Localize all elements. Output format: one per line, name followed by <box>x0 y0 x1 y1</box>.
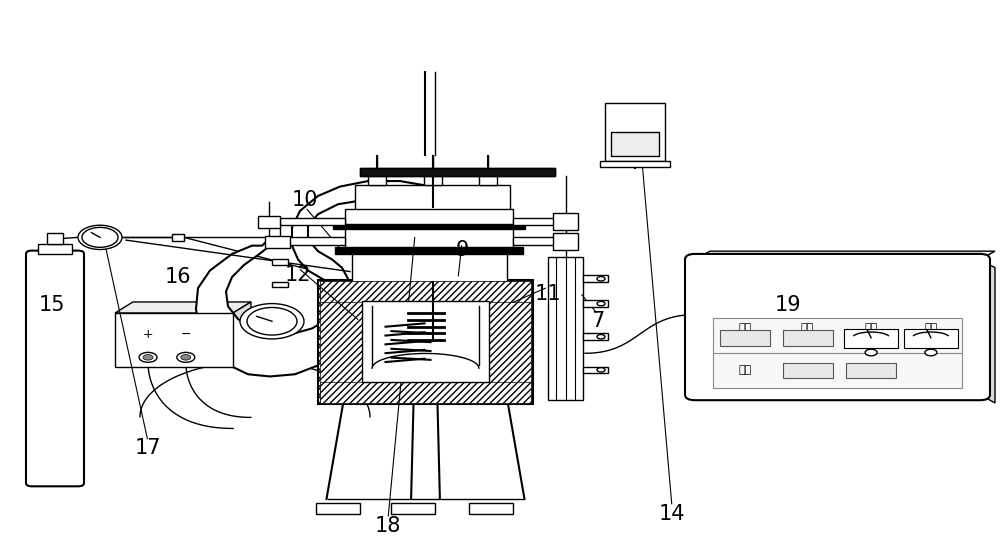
Bar <box>352 253 507 282</box>
Circle shape <box>247 307 297 335</box>
Bar <box>360 168 555 176</box>
Text: 10: 10 <box>292 190 318 210</box>
Bar <box>345 209 513 248</box>
Circle shape <box>143 354 153 360</box>
Bar <box>280 217 345 225</box>
Bar <box>115 313 233 367</box>
Text: 14: 14 <box>659 505 685 524</box>
Bar <box>360 168 555 176</box>
Bar <box>783 331 833 346</box>
Bar <box>548 257 583 400</box>
Bar <box>335 247 523 254</box>
Bar <box>38 244 72 254</box>
FancyBboxPatch shape <box>685 254 990 400</box>
Circle shape <box>78 225 122 250</box>
Text: 19: 19 <box>775 295 801 315</box>
Bar <box>333 224 525 229</box>
Text: 11: 11 <box>535 284 561 304</box>
Text: 16: 16 <box>165 267 191 287</box>
Bar <box>469 503 513 514</box>
Circle shape <box>597 277 605 281</box>
Bar <box>783 363 833 378</box>
Text: 9: 9 <box>455 240 469 259</box>
Bar <box>846 363 896 378</box>
Bar <box>513 237 568 245</box>
Text: 12: 12 <box>285 265 311 285</box>
Bar <box>605 103 665 161</box>
Circle shape <box>177 352 195 362</box>
Text: 电流: 电流 <box>864 323 878 333</box>
Circle shape <box>597 368 605 372</box>
Bar <box>713 318 962 388</box>
Text: 18: 18 <box>375 516 401 535</box>
Bar <box>265 236 290 248</box>
Bar <box>513 217 568 225</box>
Polygon shape <box>980 259 995 403</box>
Bar <box>272 282 288 287</box>
Bar <box>316 503 360 514</box>
Circle shape <box>865 349 877 356</box>
Bar <box>479 174 497 185</box>
Circle shape <box>925 349 937 356</box>
Bar <box>600 161 670 167</box>
Bar <box>172 234 184 241</box>
Text: 17: 17 <box>135 438 161 458</box>
Circle shape <box>82 227 118 247</box>
Bar <box>272 259 288 265</box>
Text: +: + <box>143 328 153 341</box>
Circle shape <box>181 354 191 360</box>
Bar <box>258 216 280 228</box>
FancyBboxPatch shape <box>26 251 84 486</box>
Bar <box>320 281 531 302</box>
Circle shape <box>139 352 157 362</box>
Circle shape <box>597 335 605 339</box>
Circle shape <box>240 304 304 339</box>
Bar <box>320 382 531 403</box>
Bar <box>318 280 533 404</box>
Bar <box>355 185 510 210</box>
Bar <box>904 329 958 348</box>
Bar <box>611 132 659 156</box>
Bar <box>285 237 345 245</box>
Bar <box>47 233 63 244</box>
Bar <box>553 213 578 230</box>
Polygon shape <box>196 181 478 376</box>
Bar <box>583 300 608 307</box>
Bar <box>320 281 362 403</box>
Bar <box>583 275 608 282</box>
Bar <box>844 329 898 348</box>
Text: 电压: 电压 <box>924 323 937 333</box>
Circle shape <box>597 301 605 306</box>
Bar <box>583 367 608 373</box>
Polygon shape <box>115 302 251 313</box>
Polygon shape <box>695 251 995 259</box>
Bar <box>362 301 489 382</box>
Bar <box>583 333 608 340</box>
Text: 15: 15 <box>39 295 65 315</box>
Text: 7: 7 <box>591 311 605 331</box>
Text: 转速: 转速 <box>801 323 814 333</box>
Bar <box>720 331 770 346</box>
Text: 温度: 温度 <box>739 323 752 333</box>
Bar <box>391 503 435 514</box>
Bar <box>424 174 442 185</box>
Bar <box>368 174 386 185</box>
Text: 时间: 时间 <box>739 365 752 375</box>
Text: −: − <box>181 328 191 341</box>
Bar <box>553 233 578 250</box>
Polygon shape <box>233 302 251 367</box>
Bar <box>489 281 531 403</box>
